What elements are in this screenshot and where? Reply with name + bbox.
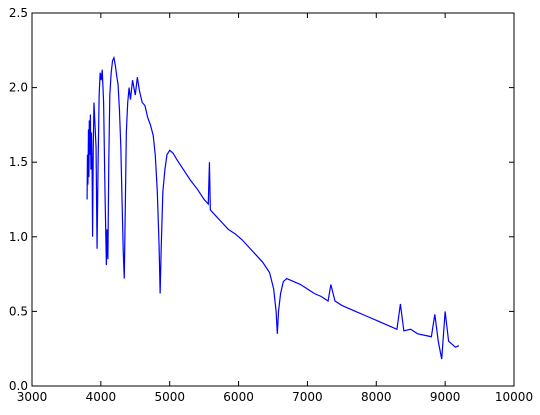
x-tick-label: 10000 — [495, 390, 533, 404]
y-tick-label: 2.5 — [9, 6, 28, 20]
plot-frame — [31, 12, 515, 387]
x-tick-label: 9000 — [430, 390, 461, 404]
y-tick-label: 0.0 — [9, 379, 28, 393]
x-tick-label: 6000 — [223, 390, 254, 404]
x-tick-label: 3000 — [17, 390, 48, 404]
x-tick-label: 5000 — [154, 390, 185, 404]
x-tick-label: 7000 — [292, 390, 323, 404]
x-tick-label: 8000 — [361, 390, 392, 404]
y-tick-label: 1.5 — [9, 155, 28, 169]
y-tick-label: 1.0 — [9, 230, 28, 244]
y-tick-label: 2.0 — [9, 81, 28, 95]
spectrum-line — [86, 55, 460, 360]
x-tick-label: 4000 — [86, 390, 117, 404]
y-tick-label: 0.5 — [9, 304, 28, 318]
